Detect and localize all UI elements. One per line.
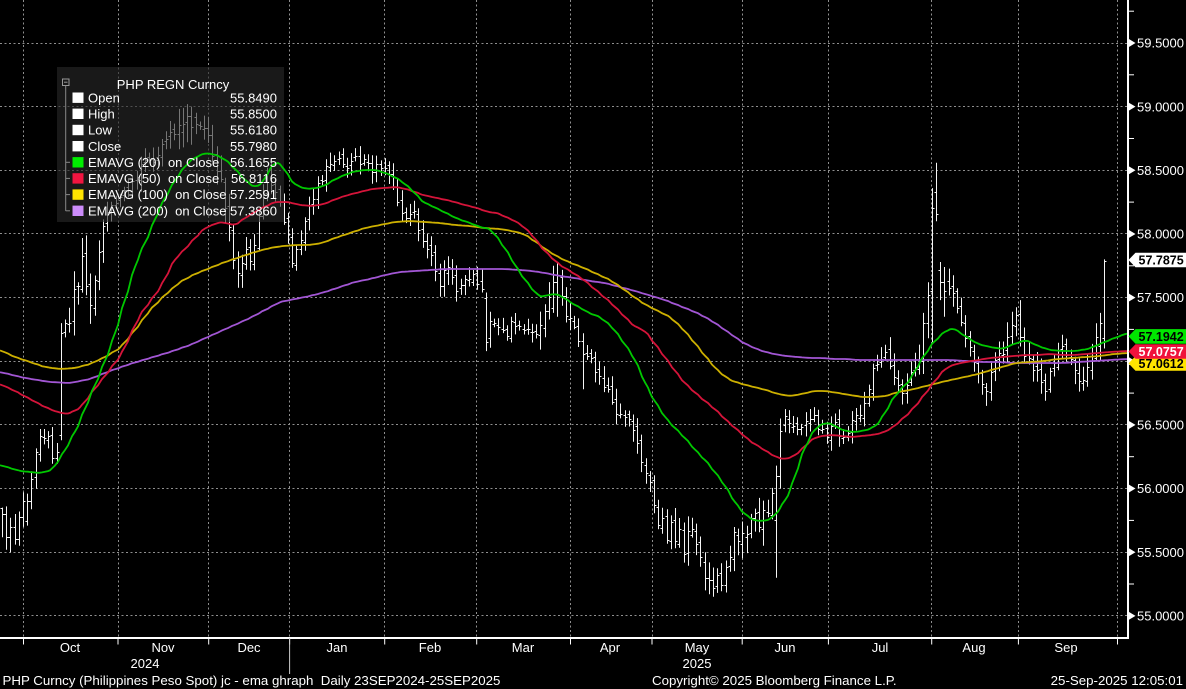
svg-text:58.5000: 58.5000 [1137, 163, 1184, 178]
svg-text:56.5000: 56.5000 [1137, 418, 1184, 433]
svg-text:Nov: Nov [151, 640, 175, 655]
svg-text:EMAVG (100) on Close: EMAVG (100) on Close [88, 187, 226, 202]
svg-text:Close: Close [88, 139, 121, 154]
svg-text:57.3860: 57.3860 [230, 203, 277, 218]
svg-text:55.8490: 55.8490 [230, 90, 277, 105]
svg-text:Dec: Dec [237, 640, 261, 655]
svg-text:55.6180: 55.6180 [230, 123, 277, 138]
svg-text:57.2591: 57.2591 [230, 187, 277, 202]
svg-text:59.0000: 59.0000 [1137, 99, 1184, 114]
svg-text:EMAVG (200) on Close: EMAVG (200) on Close [88, 203, 226, 218]
svg-text:May: May [685, 640, 710, 655]
svg-text:57.1942: 57.1942 [1139, 330, 1184, 344]
svg-text:58.0000: 58.0000 [1137, 227, 1184, 242]
svg-text:57.5000: 57.5000 [1137, 290, 1184, 305]
svg-text:2025: 2025 [683, 656, 712, 671]
svg-text:55.0000: 55.0000 [1137, 608, 1184, 623]
svg-text:Aug: Aug [962, 640, 985, 655]
svg-text:Copyright© 2025 Bloomberg Fina: Copyright© 2025 Bloomberg Finance L.P. [652, 673, 897, 688]
svg-text:Open: Open [88, 90, 120, 105]
svg-text:Jun: Jun [775, 640, 796, 655]
svg-text:Oct: Oct [60, 640, 81, 655]
svg-text:Sep: Sep [1054, 640, 1077, 655]
svg-text:EMAVG (50) on Close: EMAVG (50) on Close [88, 171, 219, 186]
svg-text:57.0612: 57.0612 [1139, 357, 1184, 371]
svg-text:Apr: Apr [600, 640, 621, 655]
svg-text:55.5000: 55.5000 [1137, 545, 1184, 560]
svg-text:56.1655: 56.1655 [230, 155, 277, 170]
svg-text:High: High [88, 106, 115, 121]
svg-text:25-Sep-2025 12:05:01: 25-Sep-2025 12:05:01 [1051, 673, 1183, 688]
svg-text:EMAVG (20) on Close: EMAVG (20) on Close [88, 155, 219, 170]
svg-text:Mar: Mar [512, 640, 535, 655]
svg-text:55.7980: 55.7980 [230, 139, 277, 154]
svg-text:59.5000: 59.5000 [1137, 36, 1184, 51]
svg-text:57.0757: 57.0757 [1139, 345, 1184, 359]
svg-text:Jan: Jan [327, 640, 348, 655]
svg-text:2024: 2024 [131, 656, 160, 671]
svg-text:55.8500: 55.8500 [230, 106, 277, 121]
svg-text:PHP Curncy (Philippines Peso S: PHP Curncy (Philippines Peso Spot) jc - … [3, 673, 501, 688]
svg-text:Jul: Jul [872, 640, 889, 655]
svg-text:56.8116: 56.8116 [231, 171, 277, 186]
svg-text:57.7875: 57.7875 [1139, 254, 1184, 268]
svg-text:Feb: Feb [419, 640, 441, 655]
svg-text:56.0000: 56.0000 [1137, 481, 1184, 496]
svg-text:PHP REGN Curncy: PHP REGN Curncy [117, 77, 230, 92]
svg-text:Low: Low [88, 123, 112, 138]
